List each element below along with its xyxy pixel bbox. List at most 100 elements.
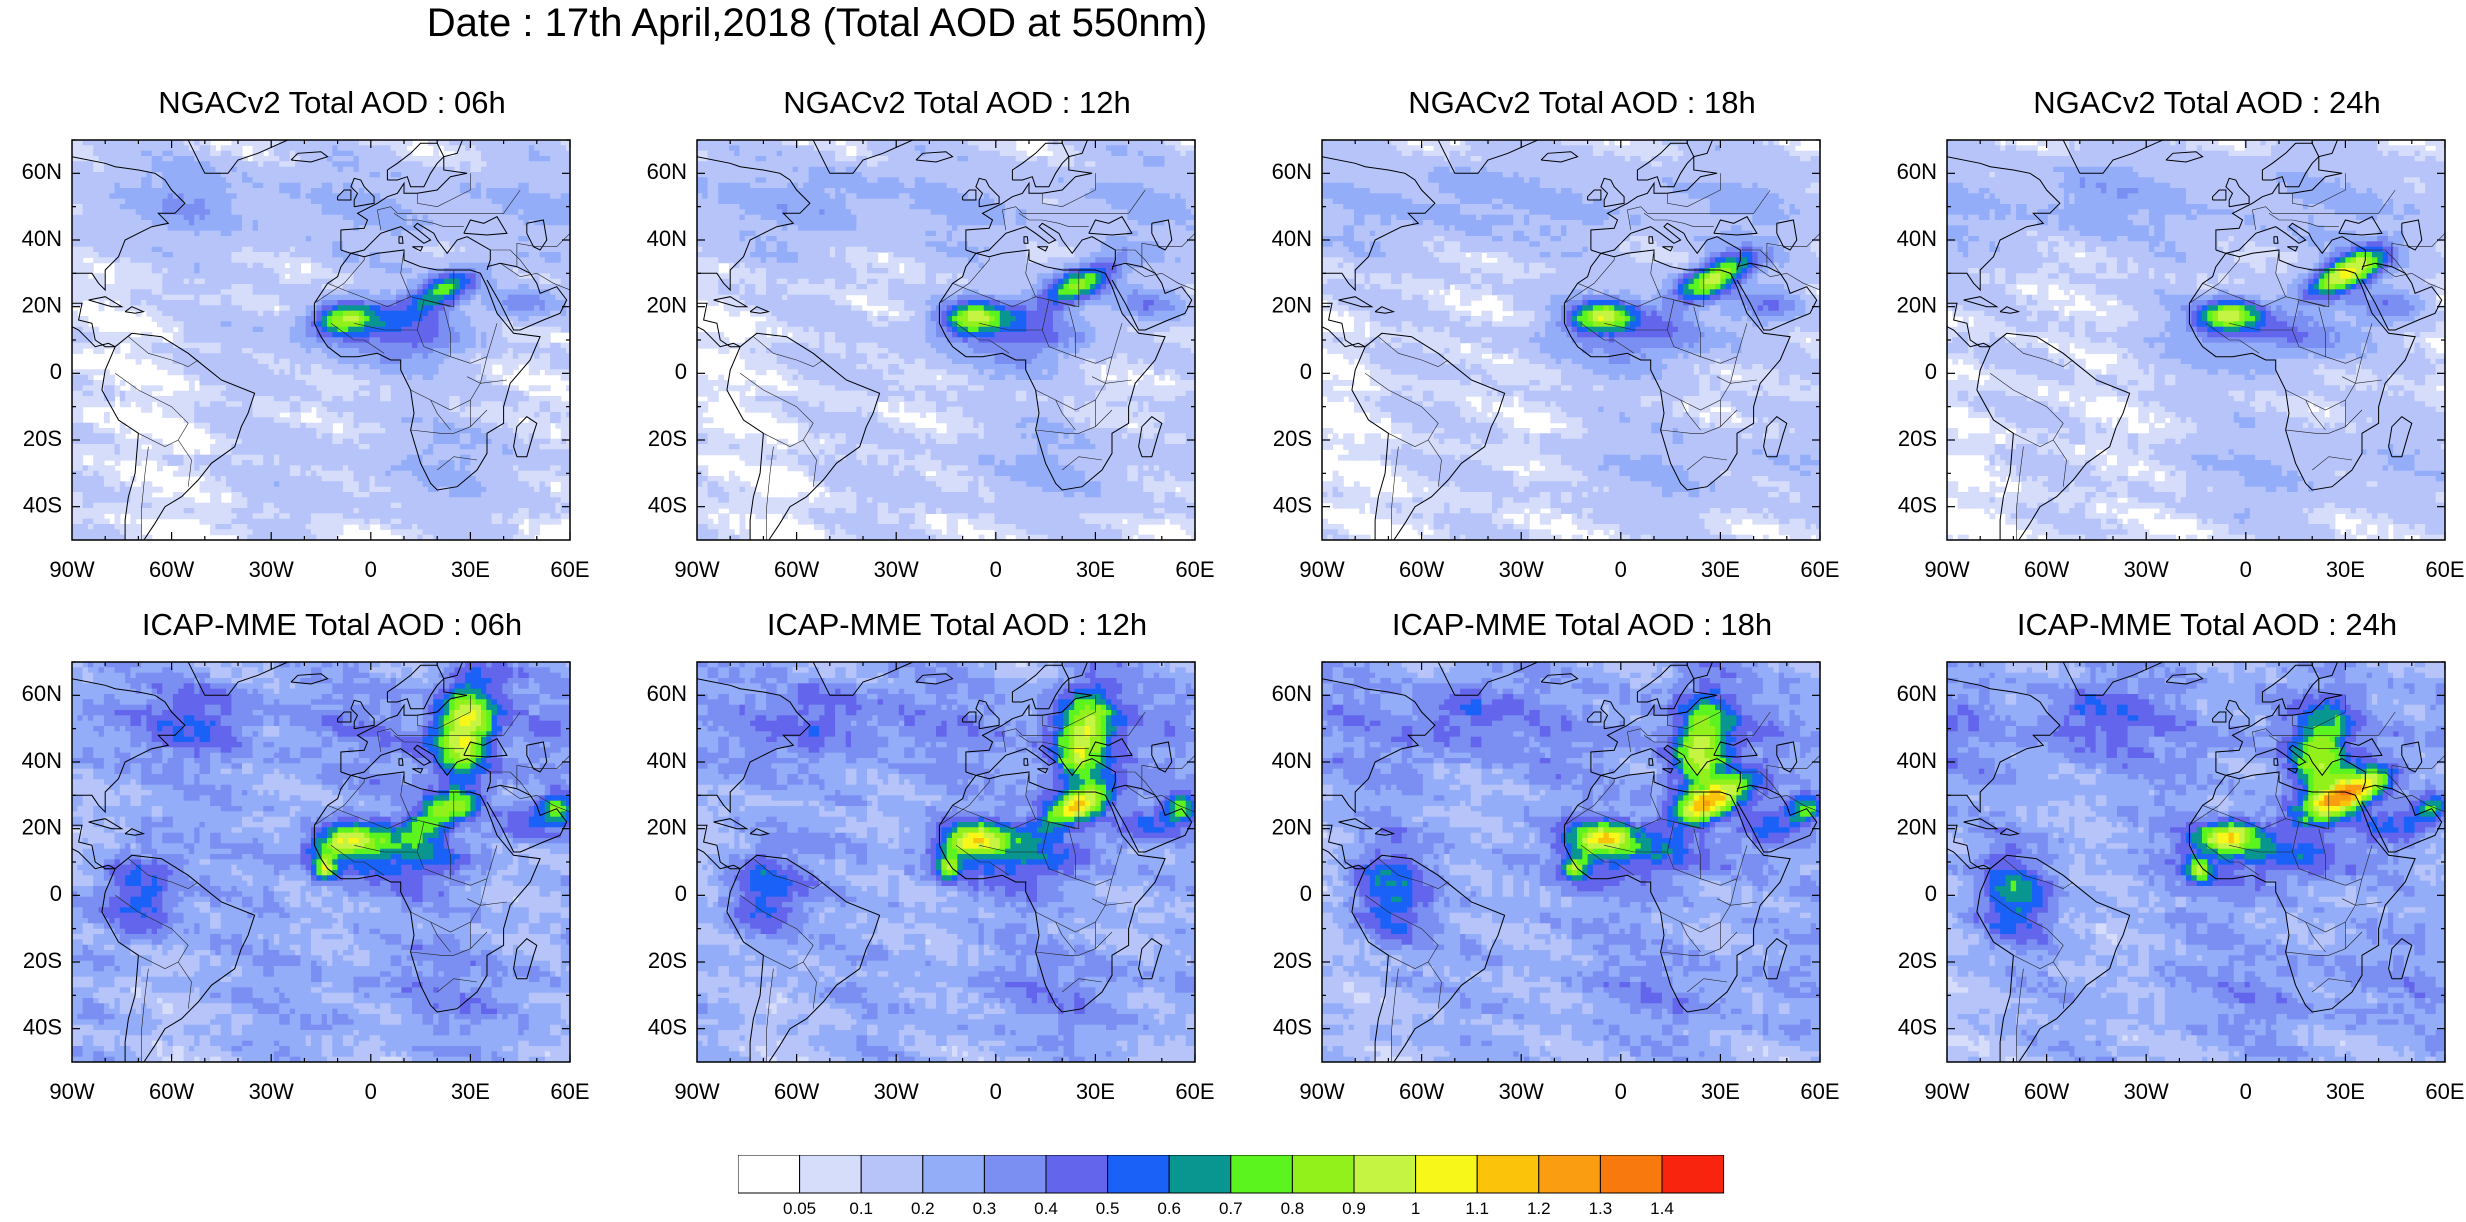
map-plot: 60N 40N 20N 0 20S 40S 90W 60W 30W 0 30E 60E	[647, 139, 1215, 582]
lat-tick-label: 40S	[648, 492, 687, 517]
country-borders	[1990, 173, 2445, 540]
lat-tick-label: 20S	[23, 426, 62, 451]
map-plot: 60N 40N 20N 0 20S 40S 90W 60W 30W 0 30E 60E	[22, 139, 590, 582]
lat-tick-label: 60N	[647, 159, 687, 184]
lon-tick-label: 0	[365, 1079, 377, 1104]
lat-tick-label: 20S	[1898, 948, 1937, 973]
lon-tick-label: 60W	[2024, 1079, 2069, 1104]
panel-title: NGACv2 Total AOD : 06h	[52, 85, 612, 121]
colorbar-label: 1.3	[1589, 1199, 1613, 1215]
lon-tick-label: 30E	[1076, 1079, 1115, 1104]
lon-tick-label: 90W	[1924, 557, 1969, 582]
coastlines	[1322, 140, 1818, 540]
lat-tick-label: 40N	[1897, 226, 1937, 251]
colorbar-swatch	[1599, 1155, 1663, 1194]
lon-tick-label: 30E	[1701, 1079, 1740, 1104]
map-plot: 60N 40N 20N 0 20S 40S 90W 60W 30W 0 30E 60E	[1897, 661, 2465, 1104]
lon-tick-label: 90W	[49, 1079, 94, 1104]
country-borders	[1365, 695, 1820, 1062]
colorbar-swatch	[983, 1155, 1047, 1194]
lat-tick-label: 20N	[1272, 814, 1312, 839]
lon-tick-label: 60E	[550, 557, 589, 582]
coastlines	[1947, 140, 2443, 540]
colorbar-swatch	[1353, 1155, 1417, 1194]
lat-tick-label: 20S	[1898, 426, 1937, 451]
colorbar-swatch	[738, 1155, 801, 1194]
colorbar-label: 0.6	[1157, 1199, 1181, 1215]
lat-tick-label: 60N	[1272, 159, 1312, 184]
colorbar-swatch	[1045, 1155, 1109, 1194]
colorbar-swatch	[1168, 1155, 1232, 1194]
colorbar-label: 1.2	[1527, 1199, 1551, 1215]
lon-tick-label: 60E	[1175, 557, 1214, 582]
lon-tick-label: 30E	[451, 1079, 490, 1104]
lat-tick-label: 40S	[1273, 492, 1312, 517]
lat-tick-label: 60N	[1272, 681, 1312, 706]
lon-tick-label: 60W	[1399, 557, 1444, 582]
colorbar-swatch	[1476, 1155, 1540, 1194]
map-panel-ngacv2-12h: NGACv2 Total AOD : 12h 60N 40N 20N 0 20S 40S 90…	[647, 85, 1237, 595]
lat-tick-label: 20S	[23, 948, 62, 973]
lon-tick-label: 60W	[774, 1079, 819, 1104]
lat-tick-label: 20S	[1273, 426, 1312, 451]
lat-tick-label: 20N	[1897, 814, 1937, 839]
lat-tick-label: 0	[675, 881, 687, 906]
lon-tick-label: 90W	[49, 557, 94, 582]
map-panel-icap-mme-18h: ICAP-MME Total AOD : 18h 60N 40N 20N 0 20S 40S…	[1272, 607, 1862, 1117]
aod-field	[1322, 662, 1820, 1062]
map-panel-ngacv2-24h: NGACv2 Total AOD : 24h 60N 40N 20N 0 20S 40S 90…	[1897, 85, 2466, 595]
coastlines	[1947, 662, 2443, 1062]
lon-tick-label: 30W	[2124, 1079, 2169, 1104]
map-plot: 60N 40N 20N 0 20S 40S 90W 60W 30W 0 30E 60E	[1272, 661, 1840, 1104]
colorbar-label: 0.3	[973, 1199, 997, 1215]
country-borders	[740, 173, 1195, 540]
colorbar-label: 0.5	[1096, 1199, 1120, 1215]
lon-tick-label: 0	[990, 557, 1002, 582]
lon-tick-label: 60E	[1175, 1079, 1214, 1104]
colorbar-swatch	[1661, 1155, 1725, 1194]
lon-tick-label: 0	[990, 1079, 1002, 1104]
aod-field	[72, 140, 570, 540]
colorbar-label: 0.05	[783, 1199, 816, 1215]
colorbar-label: 0.8	[1281, 1199, 1305, 1215]
lon-tick-label: 0	[1615, 1079, 1627, 1104]
colorbar-label: 0.1	[849, 1199, 873, 1215]
lat-tick-label: 0	[675, 359, 687, 384]
country-borders	[740, 695, 1195, 1062]
lat-tick-label: 40N	[1272, 748, 1312, 773]
map-panel-icap-mme-24h: ICAP-MME Total AOD : 24h 60N 40N 20N 0 20S 40S…	[1897, 607, 2466, 1117]
lat-tick-label: 20N	[1897, 292, 1937, 317]
coastlines	[72, 140, 568, 540]
lat-tick-label: 20N	[22, 292, 62, 317]
lon-tick-label: 60W	[1399, 1079, 1444, 1104]
lon-tick-label: 90W	[1924, 1079, 1969, 1104]
lon-tick-label: 30W	[874, 1079, 919, 1104]
panel-title: ICAP-MME Total AOD : 24h	[1927, 607, 2466, 643]
lat-tick-label: 0	[1925, 881, 1937, 906]
lon-tick-label: 30W	[1499, 1079, 1544, 1104]
country-borders	[115, 695, 570, 1062]
lon-tick-label: 30E	[2326, 557, 2365, 582]
lon-tick-label: 60E	[1800, 557, 1839, 582]
lon-tick-label: 0	[2240, 1079, 2252, 1104]
lat-tick-label: 60N	[22, 159, 62, 184]
colorbar-swatch	[922, 1155, 985, 1194]
lat-tick-label: 0	[1300, 881, 1312, 906]
lat-tick-label: 40N	[647, 748, 687, 773]
panel-title: ICAP-MME Total AOD : 18h	[1302, 607, 1862, 643]
map-plot: 60N 40N 20N 0 20S 40S 90W 60W 30W 0 30E 60E	[22, 661, 590, 1104]
lon-tick-label: 60E	[2425, 1079, 2464, 1104]
lon-tick-label: 30E	[1076, 557, 1115, 582]
colorbar-label: 1	[1411, 1199, 1420, 1215]
colorbar-swatch	[860, 1155, 924, 1194]
lon-tick-label: 0	[1615, 557, 1627, 582]
colorbar-swatch	[1107, 1155, 1170, 1194]
lon-tick-label: 60W	[149, 1079, 194, 1104]
lat-tick-label: 0	[50, 359, 62, 384]
lon-tick-label: 90W	[674, 557, 719, 582]
map-panel-ngacv2-06h: NGACv2 Total AOD : 06h 60N 40N 20N 0 20S 40S 90…	[22, 85, 612, 595]
map-plot: 60N 40N 20N 0 20S 40S 90W 60W 30W 0 30E 60E	[647, 661, 1215, 1104]
map-panel-icap-mme-12h: ICAP-MME Total AOD : 12h 60N 40N 20N 0 20S 40S…	[647, 607, 1237, 1117]
panel-title: ICAP-MME Total AOD : 12h	[677, 607, 1237, 643]
lat-tick-label: 40S	[23, 1014, 62, 1039]
